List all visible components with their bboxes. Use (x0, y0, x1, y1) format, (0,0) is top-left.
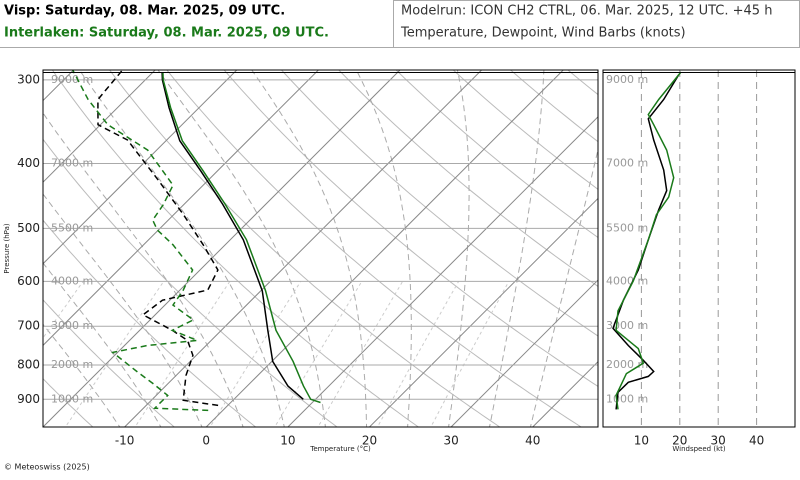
x-tick-label: 30 (711, 434, 726, 448)
moist-adiabat (157, 70, 326, 427)
dry-adiabat (109, 70, 500, 427)
skewt-plot: 9000 m 7000 m 5500 m 4000 m 3000 m 2000 m 1000… (43, 70, 800, 427)
isotherm (43, 70, 156, 183)
y-axis-label: Pressure (hPa) (3, 223, 11, 273)
moist-adiabat (488, 70, 545, 427)
y-tick-label: 700 (17, 319, 40, 333)
x-tick-label: 40 (525, 434, 540, 448)
altitude-label: 4000 m (51, 274, 93, 287)
isotherm-grid (532, 360, 598, 427)
profile-line (161, 71, 304, 400)
moist-adiabat (251, 70, 367, 427)
y-tick-label: 600 (17, 274, 40, 288)
mixing-ratio (209, 281, 302, 427)
altitude-label: 4000 m (606, 274, 648, 287)
altitude-label: 3000 m (606, 319, 648, 332)
altitude-label: 1000 m (606, 392, 648, 405)
mixing-ratio (43, 281, 84, 339)
moist-adiabat (43, 193, 203, 427)
right-subtitle: Temperature, Dewpoint, Wind Barbs (knots… (400, 26, 686, 41)
isotherm (43, 70, 319, 347)
x-axis-label: Temperature (°C) (309, 445, 371, 453)
dry-adiabat (223, 70, 598, 388)
moist-adiabat (43, 262, 162, 427)
altitude-label: 5500 m (51, 221, 93, 234)
isotherm (43, 70, 74, 102)
isotherm-grid (124, 70, 482, 427)
altitude-label: 7000 m (606, 157, 648, 170)
x-tick-label: 20 (362, 434, 377, 448)
x-tick-label: 10 (634, 434, 649, 448)
profile-line (162, 71, 321, 404)
y-tick-label: 300 (17, 72, 40, 86)
dry-adiabat (43, 377, 94, 427)
wind-plot: 9000 m 7000 m 5500 m 4000 m 3000 m 2000 m 1000… (606, 70, 758, 427)
mixing-ratio (134, 281, 231, 427)
altitude-label: 2000 m (51, 358, 93, 371)
dry-adiabat (740, 70, 800, 427)
dry-adiabat (452, 70, 598, 190)
profile-line (615, 71, 682, 410)
moist-adiabat (355, 70, 412, 427)
profile-line (97, 70, 219, 407)
isotherm-grid (369, 197, 598, 427)
y-tick-label: 500 (17, 221, 40, 235)
moist-adiabat (43, 323, 121, 427)
footer: © Meteoswiss (2025) (4, 463, 90, 472)
left-subtitle: Interlaken: Saturday, 08. Mar. 2025, 09 … (4, 26, 329, 41)
altitude-label: 9000 m (606, 73, 648, 86)
x-tick-label: 10 (280, 434, 295, 448)
dry-adiabat (683, 70, 800, 427)
moist-adiabat (43, 112, 244, 427)
isotherm-grid (287, 116, 598, 427)
moist-adiabat (78, 70, 285, 427)
dry-adiabat (51, 70, 419, 427)
x-tick-label: -10 (115, 434, 135, 448)
altitude-label: 5500 m (606, 221, 648, 234)
y-tick-label: 400 (17, 156, 40, 170)
x-axis-label: Windspeed (kt) (672, 445, 725, 453)
y-tick-label: 900 (17, 392, 40, 406)
altitude-label: 3000 m (51, 319, 93, 332)
x-tick-label: 0 (202, 434, 210, 448)
altitude-label: 7000 m (51, 157, 93, 170)
right-title: Modelrun: ICON CH2 CTRL, 06. Mar. 2025, … (401, 4, 772, 19)
isotherm-grid (450, 279, 598, 427)
left-title: Visp: Saturday, 08. Mar. 2025, 09 UTC. (4, 4, 285, 19)
moist-adiabat (448, 70, 470, 427)
isotherm (43, 70, 401, 427)
dry-adiabat (43, 219, 256, 427)
dry-adiabat (43, 299, 175, 427)
dry-adiabat (338, 70, 598, 288)
plot-frame (602, 69, 796, 428)
profile-line (72, 70, 209, 412)
mixing-ratio (64, 281, 165, 427)
y-tick-label: 800 (17, 358, 40, 372)
axes: -10 0 10 20 30 40 300 400 500 600 700 800 900 Pressur… (3, 69, 796, 453)
mixing-ratio (274, 281, 363, 427)
isotherm-grid (205, 70, 564, 427)
x-tick-label: 20 (672, 434, 687, 448)
dry-adiabat (395, 70, 598, 239)
moist-adiabat (529, 147, 598, 427)
altitude-label: 9000 m (51, 73, 93, 86)
isotherm (43, 70, 238, 265)
altitude-label: 2000 m (606, 358, 648, 371)
dry-adiabat (281, 70, 598, 337)
x-tick-label: 30 (443, 434, 458, 448)
dry-adiabat (166, 70, 582, 427)
altitude-label: 1000 m (51, 392, 93, 405)
dry-adiabat (43, 138, 338, 427)
x-tick-label: 40 (749, 434, 764, 448)
plot-frame (42, 69, 599, 428)
